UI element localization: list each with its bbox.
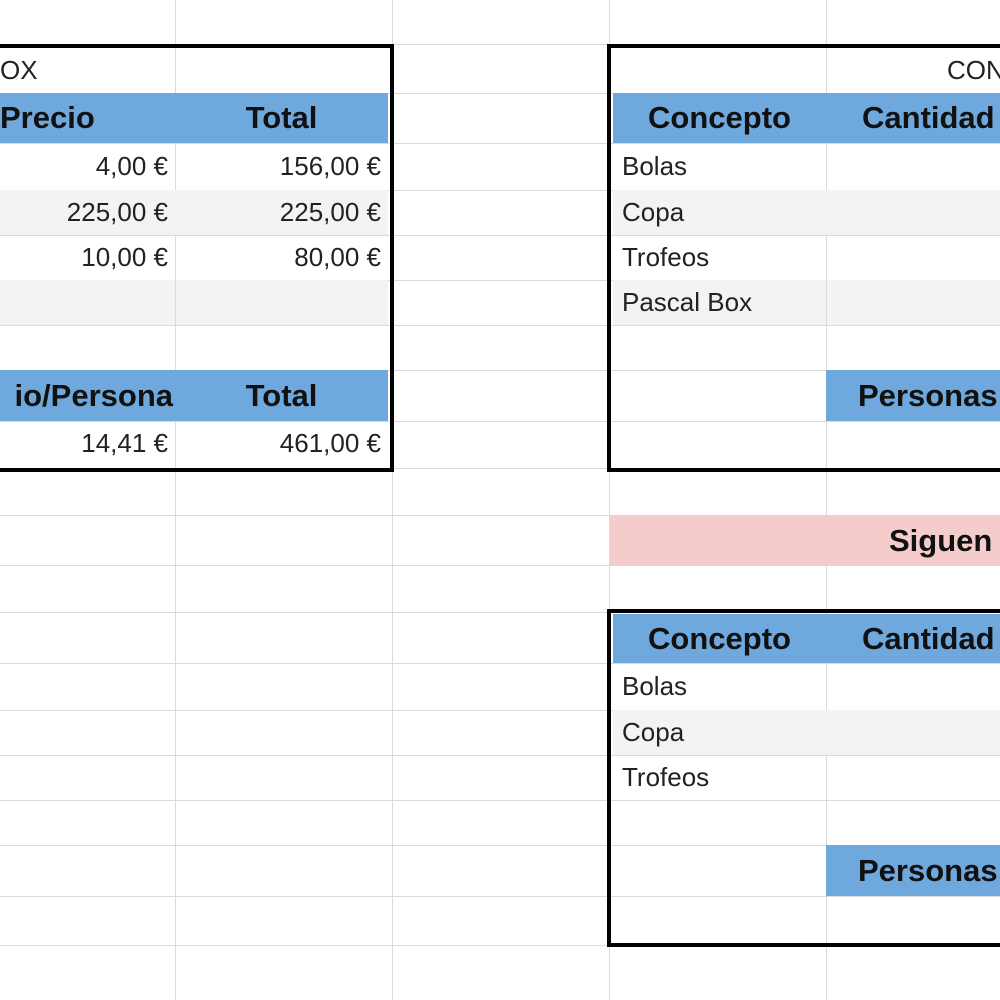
- cantidad-cell-row-2[interactable]: [826, 190, 1000, 235]
- header-concepto[interactable]: Concepto: [613, 93, 826, 143]
- right-table-1-title-cell[interactable]: CON: [613, 48, 1000, 93]
- header-summary-total[interactable]: Total: [175, 370, 388, 421]
- left-table-title: OX: [0, 55, 38, 85]
- total-cell-row-1[interactable]: 156,00 €: [279, 151, 381, 181]
- cantidad-cell-row-1[interactable]: [826, 143, 1000, 190]
- concepto-cell-pascal-box[interactable]: Pascal Box: [613, 280, 826, 325]
- precio-persona-value[interactable]: 14,41 €: [81, 428, 168, 458]
- cantidad-cell-row-3[interactable]: [826, 235, 1000, 280]
- precio-cell-row-2[interactable]: 225,00 €: [0, 190, 175, 235]
- total-cell-row-2[interactable]: 225,00 €: [175, 190, 388, 235]
- concepto-cell-bolas-2[interactable]: Bolas: [622, 671, 688, 701]
- cantidad-cell-2-row-2[interactable]: [826, 710, 1000, 755]
- concepto-cell-copa-2[interactable]: Copa: [613, 710, 826, 755]
- column-separator: [175, 280, 176, 325]
- cantidad-cell-row-4[interactable]: [826, 280, 1000, 325]
- precio-cell-row-1[interactable]: 4,00 €: [95, 151, 168, 181]
- header-cantidad[interactable]: Cantidad: [826, 93, 1000, 143]
- header-concepto-2[interactable]: Concepto: [613, 614, 826, 663]
- header-precio[interactable]: Precio: [0, 93, 175, 143]
- concepto-cell-copa[interactable]: Copa: [613, 190, 826, 235]
- summary-total-value[interactable]: 461,00 €: [279, 428, 381, 458]
- empty-cell-row-4[interactable]: [0, 280, 388, 325]
- column-separator: [826, 280, 827, 325]
- right-table-1-title: CON: [947, 55, 1000, 85]
- concepto-cell-bolas[interactable]: Bolas: [622, 151, 688, 181]
- precio-cell-row-3[interactable]: 10,00 €: [81, 242, 168, 272]
- header-personas-2[interactable]: Personas: [826, 845, 1000, 896]
- header-cantidad-2[interactable]: Cantidad: [826, 614, 1000, 663]
- cantidad-cell-2-row-3[interactable]: [826, 755, 1000, 800]
- concepto-cell-trofeos-2[interactable]: Trofeos: [622, 762, 710, 792]
- siguen-banner[interactable]: Siguen: [610, 515, 1000, 566]
- concepto-cell-trofeos[interactable]: Trofeos: [622, 242, 710, 272]
- cantidad-cell-2-row-1[interactable]: [826, 663, 1000, 710]
- siguen-label: Siguen: [889, 522, 993, 558]
- header-total[interactable]: Total: [175, 93, 388, 143]
- header-personas[interactable]: Personas: [826, 370, 1000, 421]
- left-table-title-cell[interactable]: OX: [0, 48, 388, 93]
- header-precio-persona[interactable]: io/Persona: [0, 370, 175, 421]
- total-cell-row-3[interactable]: 80,00 €: [294, 242, 381, 272]
